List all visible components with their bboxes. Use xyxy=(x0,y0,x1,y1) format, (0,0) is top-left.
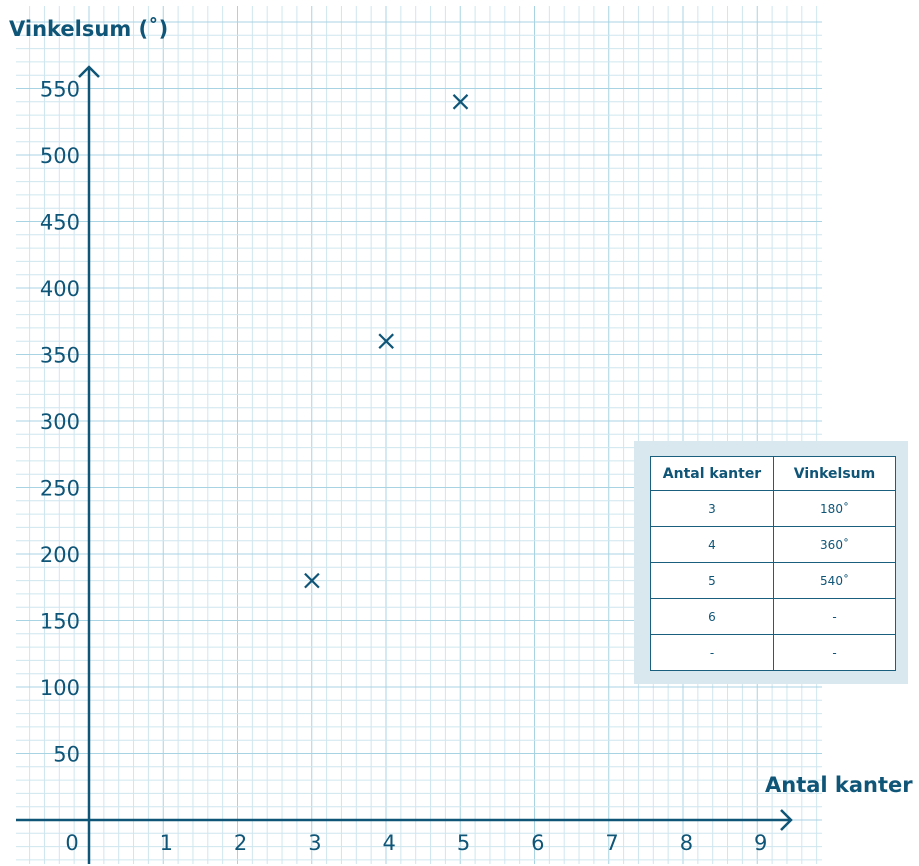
y-tick-label: 250 xyxy=(40,477,80,501)
y-axis-arrow xyxy=(78,65,100,78)
table-row: 3 180˚ xyxy=(650,490,896,527)
table-cell: - xyxy=(773,634,896,671)
x-tick-label: 5 xyxy=(457,831,470,855)
table-cell: 3 xyxy=(650,490,774,527)
y-tick-labels: 50 100 150 200 250 300 350 400 450 500 550 xyxy=(40,78,80,767)
table-cell: 540˚ xyxy=(773,562,896,599)
y-tick-label: 400 xyxy=(40,277,80,301)
x-tick-label: 8 xyxy=(680,831,693,855)
x-tick-label: 2 xyxy=(234,831,247,855)
table-panel: Antal kanter Vinkelsum 3 180˚ 4 360˚ 5 5… xyxy=(634,441,908,684)
x-tick-label: 9 xyxy=(754,831,767,855)
y-tick-label: 150 xyxy=(40,610,80,634)
axes xyxy=(16,65,793,864)
table-row: 4 360˚ xyxy=(650,526,896,563)
value-table: Antal kanter Vinkelsum 3 180˚ 4 360˚ 5 5… xyxy=(650,456,896,671)
table-cell: 6 xyxy=(650,598,774,635)
x-axis-arrow xyxy=(780,809,793,831)
y-tick-label: 200 xyxy=(40,543,80,567)
table-cell: - xyxy=(650,634,774,671)
x-tick-label: 0 xyxy=(65,831,78,855)
y-tick-label: 350 xyxy=(40,344,80,368)
table-header-row: Antal kanter Vinkelsum xyxy=(650,456,896,491)
table-row: 5 540˚ xyxy=(650,562,896,599)
y-tick-label: 550 xyxy=(40,78,80,102)
data-point-marker xyxy=(452,94,469,110)
table-header-cell: Antal kanter xyxy=(650,456,774,491)
table-header-cell: Vinkelsum xyxy=(773,456,896,491)
y-tick-label: 450 xyxy=(40,211,80,235)
x-tick-label: 7 xyxy=(605,831,618,855)
y-tick-label: 50 xyxy=(53,743,80,767)
y-axis-label: Vinkelsum (˚) xyxy=(9,17,168,41)
y-tick-label: 300 xyxy=(40,410,80,434)
table-row: - - xyxy=(650,634,896,671)
x-tick-label: 1 xyxy=(160,831,173,855)
grid xyxy=(16,6,822,864)
table-cell: 360˚ xyxy=(773,526,896,563)
table-cell: 180˚ xyxy=(773,490,896,527)
x-tick-labels: 0 1 2 3 4 5 6 7 8 9 xyxy=(65,831,767,855)
x-tick-label: 3 xyxy=(308,831,321,855)
data-point-marker xyxy=(304,572,320,589)
table-row: 6 - xyxy=(650,598,896,635)
x-tick-label: 4 xyxy=(383,831,396,855)
x-tick-label: 6 xyxy=(531,831,544,855)
table-cell: - xyxy=(773,598,896,635)
table-cell: 4 xyxy=(650,526,774,563)
y-tick-label: 500 xyxy=(40,144,80,168)
table-cell: 5 xyxy=(650,562,774,599)
y-tick-label: 100 xyxy=(40,676,80,700)
data-points xyxy=(304,94,469,589)
data-point-marker xyxy=(378,333,394,349)
x-axis-label: Antal kanter xyxy=(765,773,913,797)
